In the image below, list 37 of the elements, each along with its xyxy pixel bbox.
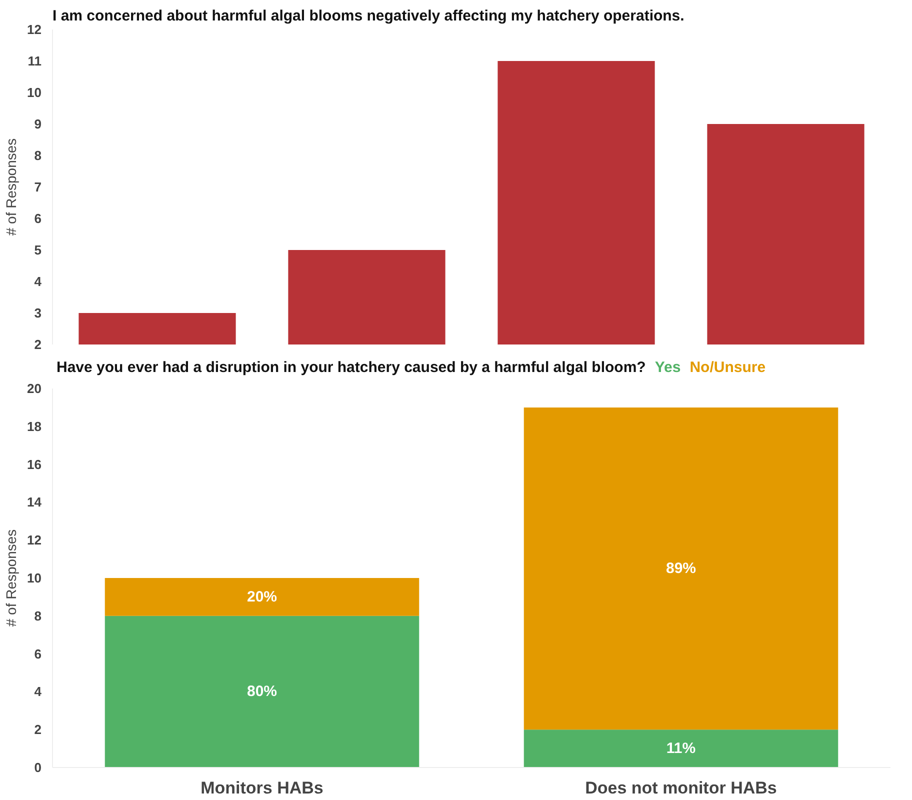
y-tick-label: 7: [34, 180, 42, 194]
y-tick-label: 2: [34, 337, 42, 352]
y-tick-label: 18: [27, 418, 42, 434]
y-tick-label: 4: [34, 274, 42, 289]
y-tick-label: 8: [34, 148, 42, 163]
bar: [524, 730, 838, 768]
annotation: 11%: [666, 740, 696, 758]
text: No/Unsure: [690, 358, 766, 376]
bar: [104, 616, 420, 768]
annotation: 20%: [246, 588, 278, 606]
y-tick-label: 20: [27, 381, 42, 396]
y-tick-label: 11: [28, 54, 42, 68]
y-tick-label: 12: [27, 532, 42, 548]
y-tick-label: 5: [34, 242, 42, 258]
y-tick-label: 6: [34, 211, 42, 226]
y-axis-title: # of Responses: [3, 529, 20, 627]
y-tick-label: 8: [34, 608, 42, 624]
annotation: 89%: [666, 560, 696, 578]
y-tick-label: 12: [27, 22, 42, 37]
y-tick-label: 0: [34, 760, 42, 775]
y-tick-label: 10: [27, 85, 42, 100]
text: Yes: [654, 358, 681, 376]
y-tick-label: 16: [27, 456, 42, 472]
y-tick-label: 4: [34, 684, 42, 700]
y-tick-label: 10: [27, 570, 42, 586]
x-tick-label: Does not monitor HABs: [585, 778, 777, 798]
bar: [104, 578, 420, 616]
y-tick-label: 14: [27, 494, 42, 510]
y-axis-title: # of Responses: [3, 138, 20, 236]
annotation: 80%: [246, 683, 278, 700]
y-tick-label: 2: [34, 722, 42, 738]
y-tick-label: 3: [34, 306, 42, 320]
chart-title: Have you ever had a disruption in your hatchery caused by a harmful algal bloom?: [56, 358, 646, 376]
x-tick-label: Monitors HABs: [200, 778, 324, 798]
chart-title: I am concerned about harmful algal blooms negatively affecting my hatchery operations.: [52, 8, 684, 24]
y-tick-label: 6: [34, 646, 42, 662]
y-tick-label: 9: [34, 116, 42, 132]
